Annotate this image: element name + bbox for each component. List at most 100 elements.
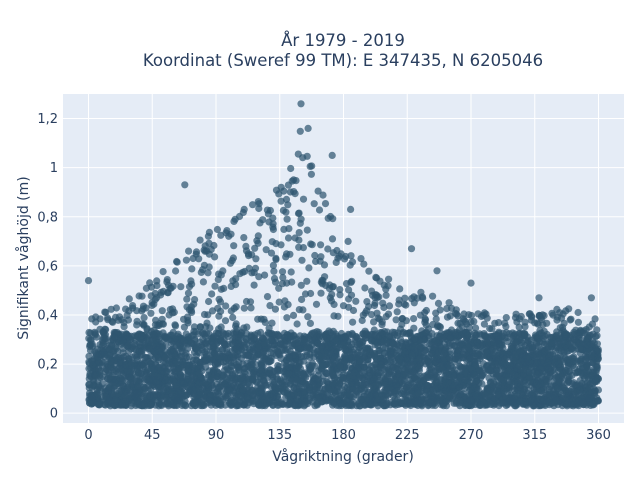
data-point: [237, 392, 245, 400]
data-point: [449, 372, 457, 380]
data-point: [295, 209, 303, 217]
data-point: [287, 268, 295, 276]
data-point: [244, 394, 252, 402]
data-point: [132, 389, 140, 398]
data-point: [460, 316, 468, 324]
data-point: [261, 271, 269, 279]
data-point: [487, 400, 495, 408]
data-point: [277, 241, 285, 249]
data-point: [347, 252, 355, 260]
data-point: [119, 337, 127, 345]
data-point: [326, 294, 334, 302]
data-point: [197, 268, 205, 276]
data-point: [556, 309, 564, 317]
data-point: [157, 392, 165, 400]
data-point: [259, 334, 267, 342]
data-point: [447, 304, 456, 312]
data-point: [457, 390, 465, 398]
data-point: [521, 366, 529, 374]
data-point: [315, 394, 323, 402]
data-point: [369, 366, 377, 374]
data-point: [199, 329, 207, 337]
data-point: [169, 372, 177, 380]
data-point: [262, 246, 270, 254]
data-point: [317, 241, 325, 249]
data-point: [204, 269, 212, 277]
data-point: [589, 359, 597, 367]
data-point: [216, 335, 225, 343]
data-point: [583, 335, 592, 343]
data-point: [557, 357, 565, 365]
data-point: [545, 390, 553, 398]
data-point: [473, 338, 481, 346]
data-point: [368, 311, 376, 319]
data-point: [206, 396, 214, 404]
data-point: [371, 350, 379, 358]
data-point: [269, 401, 277, 409]
data-point: [238, 328, 246, 336]
data-point: [422, 306, 430, 315]
data-point: [89, 398, 97, 406]
data-point: [192, 248, 201, 256]
data-point: [222, 302, 230, 310]
data-point: [429, 375, 438, 383]
data-point: [585, 394, 594, 402]
data-point: [396, 342, 404, 350]
data-point: [237, 354, 246, 362]
data-point: [161, 354, 169, 362]
data-point: [335, 252, 343, 260]
data-point: [511, 402, 519, 410]
data-point: [387, 358, 395, 366]
data-point: [402, 301, 410, 309]
data-points: [84, 100, 603, 410]
data-point: [454, 319, 462, 327]
data-point: [494, 391, 502, 399]
data-point: [589, 365, 598, 374]
data-point: [404, 364, 412, 372]
data-point: [394, 329, 402, 337]
data-point: [240, 234, 248, 242]
data-point: [349, 306, 358, 315]
data-point: [445, 299, 453, 307]
data-point: [215, 390, 223, 398]
data-point: [266, 302, 274, 310]
data-point: [317, 289, 325, 297]
data-point: [285, 370, 293, 378]
data-point: [421, 318, 429, 326]
data-point: [352, 387, 360, 395]
data-point: [277, 377, 285, 386]
data-point: [284, 234, 293, 242]
data-point: [429, 292, 437, 300]
data-point: [410, 293, 418, 301]
data-point: [471, 329, 479, 337]
data-point: [294, 397, 302, 405]
data-point: [249, 340, 257, 349]
data-point: [299, 244, 307, 252]
data-point: [491, 350, 499, 359]
data-point: [120, 353, 128, 361]
data-point: [314, 340, 322, 348]
data-point: [212, 346, 220, 354]
data-point: [138, 292, 146, 300]
data-point: [541, 401, 549, 410]
data-point: [282, 195, 291, 203]
data-point: [593, 332, 601, 340]
data-point: [306, 162, 314, 170]
data-point: [521, 318, 529, 326]
data-point: [417, 387, 425, 395]
data-point: [201, 348, 209, 356]
data-point: [266, 206, 274, 215]
data-point: [93, 389, 101, 397]
data-point: [240, 304, 248, 312]
data-point: [577, 345, 585, 353]
data-point: [85, 328, 93, 337]
data-point: [103, 344, 112, 352]
data-point: [320, 261, 329, 269]
data-point: [374, 314, 382, 322]
data-point: [544, 364, 552, 373]
data-point: [420, 357, 429, 365]
data-point: [533, 370, 541, 378]
data-point: [173, 257, 181, 266]
data-point: [582, 383, 590, 392]
data-point: [576, 386, 584, 394]
